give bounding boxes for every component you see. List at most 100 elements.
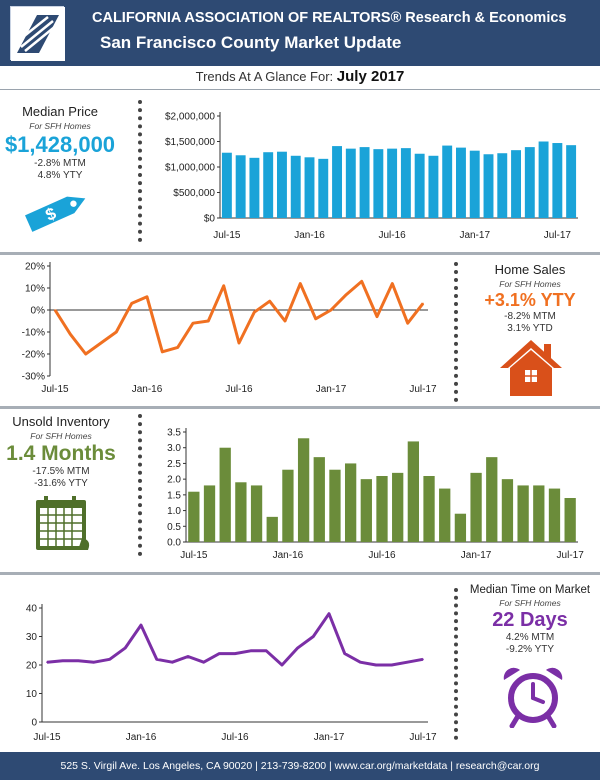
data-point xyxy=(330,309,332,311)
time-on-market-yty: -9.2% YTY xyxy=(505,644,555,655)
bar xyxy=(297,438,310,542)
data-point xyxy=(422,658,424,661)
bar xyxy=(345,148,356,218)
bar xyxy=(235,482,247,542)
time-on-market-value: 22 Days xyxy=(492,609,568,631)
bar xyxy=(250,485,263,542)
bar xyxy=(376,476,388,542)
data-point xyxy=(146,296,148,298)
data-point xyxy=(176,346,179,349)
bar xyxy=(456,147,466,218)
data-point xyxy=(249,649,252,652)
data-point xyxy=(202,661,205,663)
dotted-divider xyxy=(138,100,142,242)
data-point xyxy=(93,661,95,663)
y-tick-label: 2.5 xyxy=(167,459,181,470)
data-point xyxy=(238,342,240,344)
time-on-market-subtitle: For SFH Homes xyxy=(499,598,561,608)
y-tick-label: 0 xyxy=(31,718,37,729)
calendar-icon xyxy=(36,496,90,550)
data-point xyxy=(268,300,271,302)
section-separator xyxy=(0,572,600,575)
y-tick-label: 30 xyxy=(26,632,38,643)
data-point xyxy=(61,659,64,662)
data-point xyxy=(376,315,378,318)
header-subtitle: San Francisco County Market Update xyxy=(100,33,402,52)
y-tick-label: $1,000,000 xyxy=(165,163,215,174)
home-sales-chart: -30% -20% -10% 0% 10% 20% Jul-15 Jan-16 Jul-16 Ja… xyxy=(22,262,437,396)
bar xyxy=(564,498,576,542)
x-tick-label: Jul-16 xyxy=(225,384,253,395)
bar xyxy=(360,479,372,542)
bar xyxy=(318,158,329,218)
y-tick-label: -20% xyxy=(22,350,45,361)
section-separator xyxy=(0,406,600,409)
bar xyxy=(282,469,294,542)
data-point xyxy=(69,333,72,335)
y-tick-label: $0 xyxy=(204,214,216,225)
x-tick-label: Jan-16 xyxy=(126,732,157,743)
bar xyxy=(304,157,315,218)
bar xyxy=(344,463,357,542)
data-point xyxy=(46,661,48,663)
bar xyxy=(332,146,342,218)
bar xyxy=(501,479,514,542)
data-point xyxy=(124,647,127,649)
bar xyxy=(548,488,561,542)
median-price-subtitle: For SFH Homes xyxy=(29,121,91,131)
bar xyxy=(235,155,246,218)
inventory-title: Unsold Inventory xyxy=(12,414,110,429)
home-sales-ytd: 3.1% YTD xyxy=(507,323,553,334)
data-point xyxy=(359,661,362,663)
inventory-subtitle: For SFH Homes xyxy=(30,431,92,441)
section-separator xyxy=(0,252,600,255)
inventory-value: 1.4 Months xyxy=(6,442,116,465)
bar xyxy=(277,151,287,218)
trend-prefix: Trends At A Glance For: xyxy=(195,69,334,84)
home-sales-mtm: -8.2% MTM xyxy=(504,311,556,322)
bar xyxy=(454,513,467,542)
x-tick-label: Jan-17 xyxy=(459,230,490,241)
y-tick-label: 3.0 xyxy=(167,443,181,454)
x-tick-label: Jul-17 xyxy=(409,732,437,743)
bar xyxy=(483,154,494,218)
time-on-market-title: Median Time on Market xyxy=(469,584,591,596)
data-point xyxy=(284,320,286,322)
bar xyxy=(387,148,398,218)
bar xyxy=(329,469,341,542)
data-point xyxy=(406,322,409,324)
x-tick-label: Jul-15 xyxy=(33,732,61,743)
y-tick-label: 0.0 xyxy=(167,538,181,549)
bar xyxy=(552,143,563,218)
x-tick-label: Jul-17 xyxy=(557,550,585,561)
data-point xyxy=(422,302,424,305)
bar xyxy=(290,155,301,218)
data-point xyxy=(343,652,346,655)
data-point xyxy=(140,624,142,626)
home-sales-value: +3.1% YTY xyxy=(484,290,576,310)
y-tick-label: 3.5 xyxy=(167,428,181,439)
data-point xyxy=(345,293,348,296)
data-point xyxy=(77,659,80,662)
y-tick-label: -10% xyxy=(22,328,45,339)
data-point xyxy=(192,322,194,324)
data-point xyxy=(100,342,102,344)
x-tick-label: Jul-15 xyxy=(213,230,241,241)
data-point xyxy=(314,318,317,320)
y-tick-label: 10 xyxy=(26,689,38,700)
alarm-clock-icon xyxy=(503,667,563,728)
x-tick-label: Jan-16 xyxy=(294,230,325,241)
data-point xyxy=(312,635,315,638)
time-on-market-chart: 0 10 20 30 40 Jul-15 Jan-16 Jul-16 Jan-17 Jul-17 xyxy=(26,604,437,744)
data-point xyxy=(187,655,189,658)
bar xyxy=(400,148,411,218)
trend-bar: Trends At A Glance For: July 2017 xyxy=(0,66,600,90)
y-tick-label: 0% xyxy=(31,306,46,317)
bar xyxy=(524,147,535,218)
median-price-yty: 4.8% YTY xyxy=(37,170,83,181)
bar xyxy=(414,153,425,218)
bar xyxy=(249,157,260,218)
bar xyxy=(533,485,545,542)
data-point xyxy=(161,351,164,353)
house-icon xyxy=(500,340,562,396)
